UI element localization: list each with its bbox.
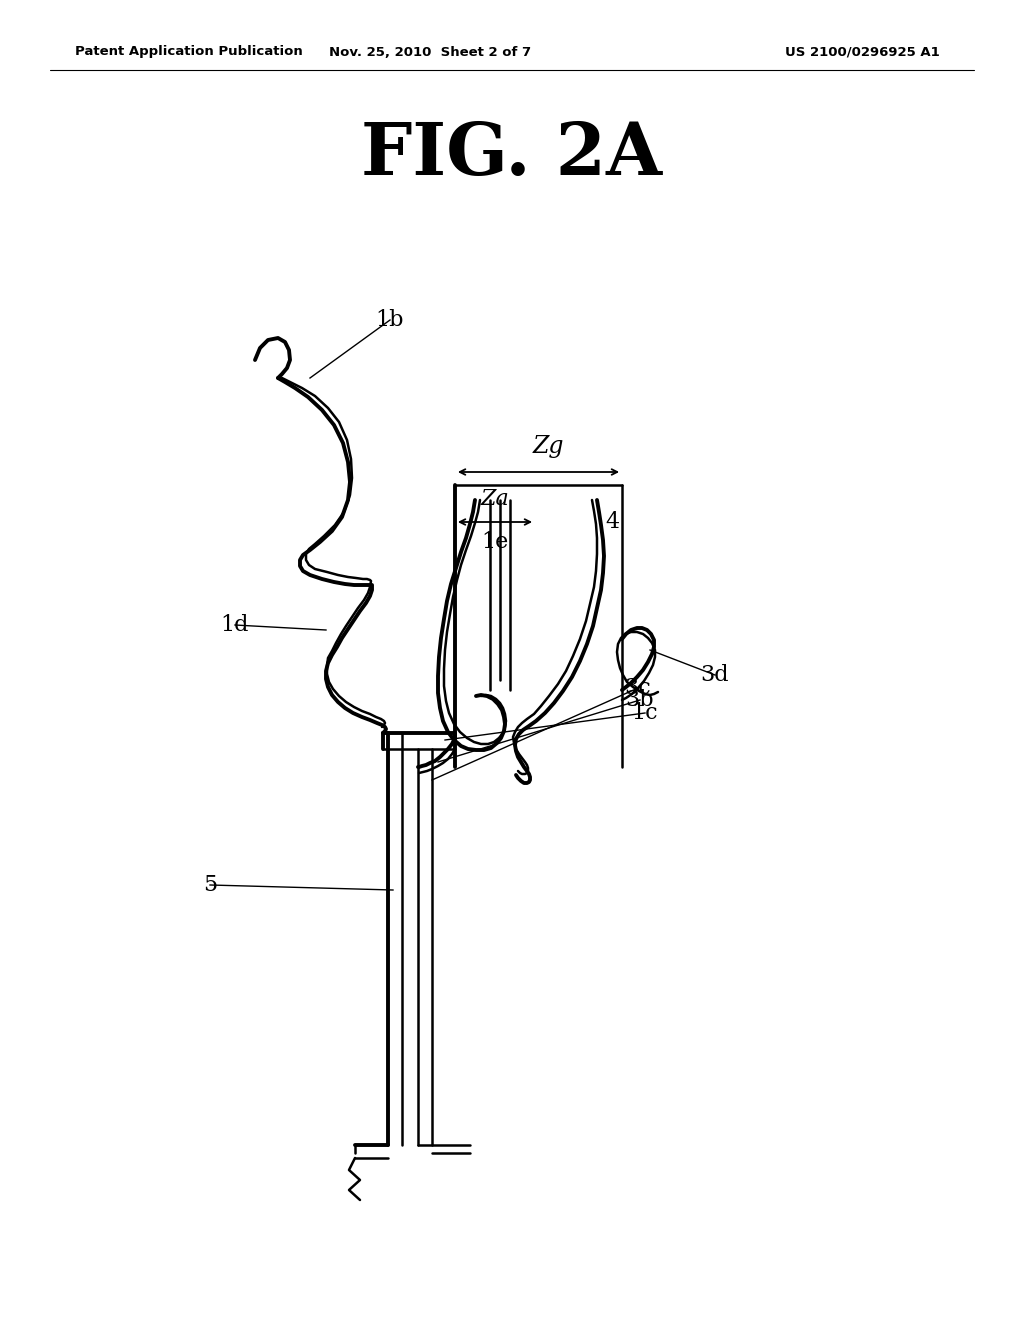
Text: Patent Application Publication: Patent Application Publication	[75, 45, 303, 58]
Text: 3b: 3b	[626, 689, 654, 711]
Text: 1d: 1d	[221, 614, 249, 636]
Text: 1b: 1b	[376, 309, 404, 331]
Text: US 2100/0296925 A1: US 2100/0296925 A1	[785, 45, 940, 58]
Text: 1e: 1e	[481, 531, 509, 553]
Text: Nov. 25, 2010  Sheet 2 of 7: Nov. 25, 2010 Sheet 2 of 7	[329, 45, 531, 58]
Text: 3d: 3d	[700, 664, 729, 686]
Text: Zg: Zg	[532, 436, 564, 458]
Text: Za: Za	[480, 488, 509, 510]
Text: 1c: 1c	[632, 702, 658, 723]
Text: 3c: 3c	[625, 677, 651, 700]
Text: 5: 5	[203, 874, 217, 896]
Text: 4: 4	[605, 511, 620, 533]
Text: FIG. 2A: FIG. 2A	[361, 120, 663, 190]
